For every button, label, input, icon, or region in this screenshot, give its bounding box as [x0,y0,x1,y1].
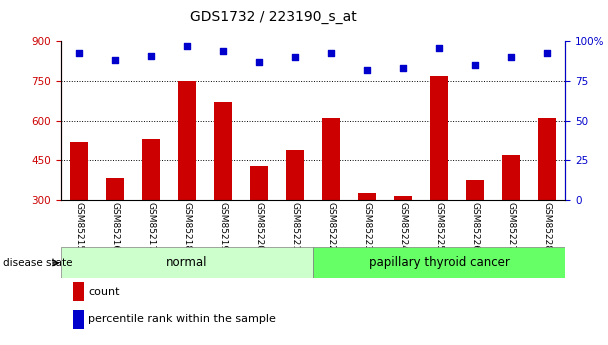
Text: GSM85221: GSM85221 [291,203,300,252]
Text: GSM85218: GSM85218 [182,203,192,252]
Bar [286,150,304,200]
Point [434,45,444,50]
Bar [178,81,196,200]
Point [74,50,84,55]
Bar [214,102,232,200]
Text: GSM85220: GSM85220 [255,203,263,252]
Text: percentile rank within the sample: percentile rank within the sample [88,315,276,324]
Point [398,66,408,71]
Bar [322,118,340,200]
Text: GSM85227: GSM85227 [507,203,516,252]
Point [218,48,228,54]
Point [182,43,192,49]
Point [506,55,516,60]
Bar [430,76,448,200]
Text: GSM85217: GSM85217 [147,203,156,252]
Text: count: count [88,287,120,297]
Point [362,67,372,73]
Text: GSM85216: GSM85216 [111,203,119,252]
Text: papillary thyroid cancer: papillary thyroid cancer [369,256,510,269]
Bar [313,247,565,278]
Bar [394,196,412,200]
Bar [539,118,556,200]
Bar [106,178,124,200]
Bar [502,155,520,200]
Point [471,62,480,68]
Bar [70,142,88,200]
Text: GSM85224: GSM85224 [399,203,408,251]
Text: GDS1732 / 223190_s_at: GDS1732 / 223190_s_at [190,10,357,24]
Text: disease state: disease state [3,258,72,268]
Text: GSM85215: GSM85215 [74,203,83,252]
Text: GSM85226: GSM85226 [471,203,480,252]
Bar [142,139,160,200]
Bar [358,194,376,200]
Text: GSM85223: GSM85223 [363,203,371,252]
Point [542,50,552,55]
Point [146,53,156,58]
Point [254,59,264,65]
Bar [250,166,268,200]
Text: GSM85225: GSM85225 [435,203,444,252]
Point [290,55,300,60]
Bar [466,180,485,200]
Text: GSM85219: GSM85219 [218,203,227,252]
Point [110,58,120,63]
Point [326,50,336,55]
Bar [61,247,313,278]
Text: GSM85222: GSM85222 [326,203,336,251]
Text: normal: normal [166,256,208,269]
Text: GSM85228: GSM85228 [543,203,552,252]
